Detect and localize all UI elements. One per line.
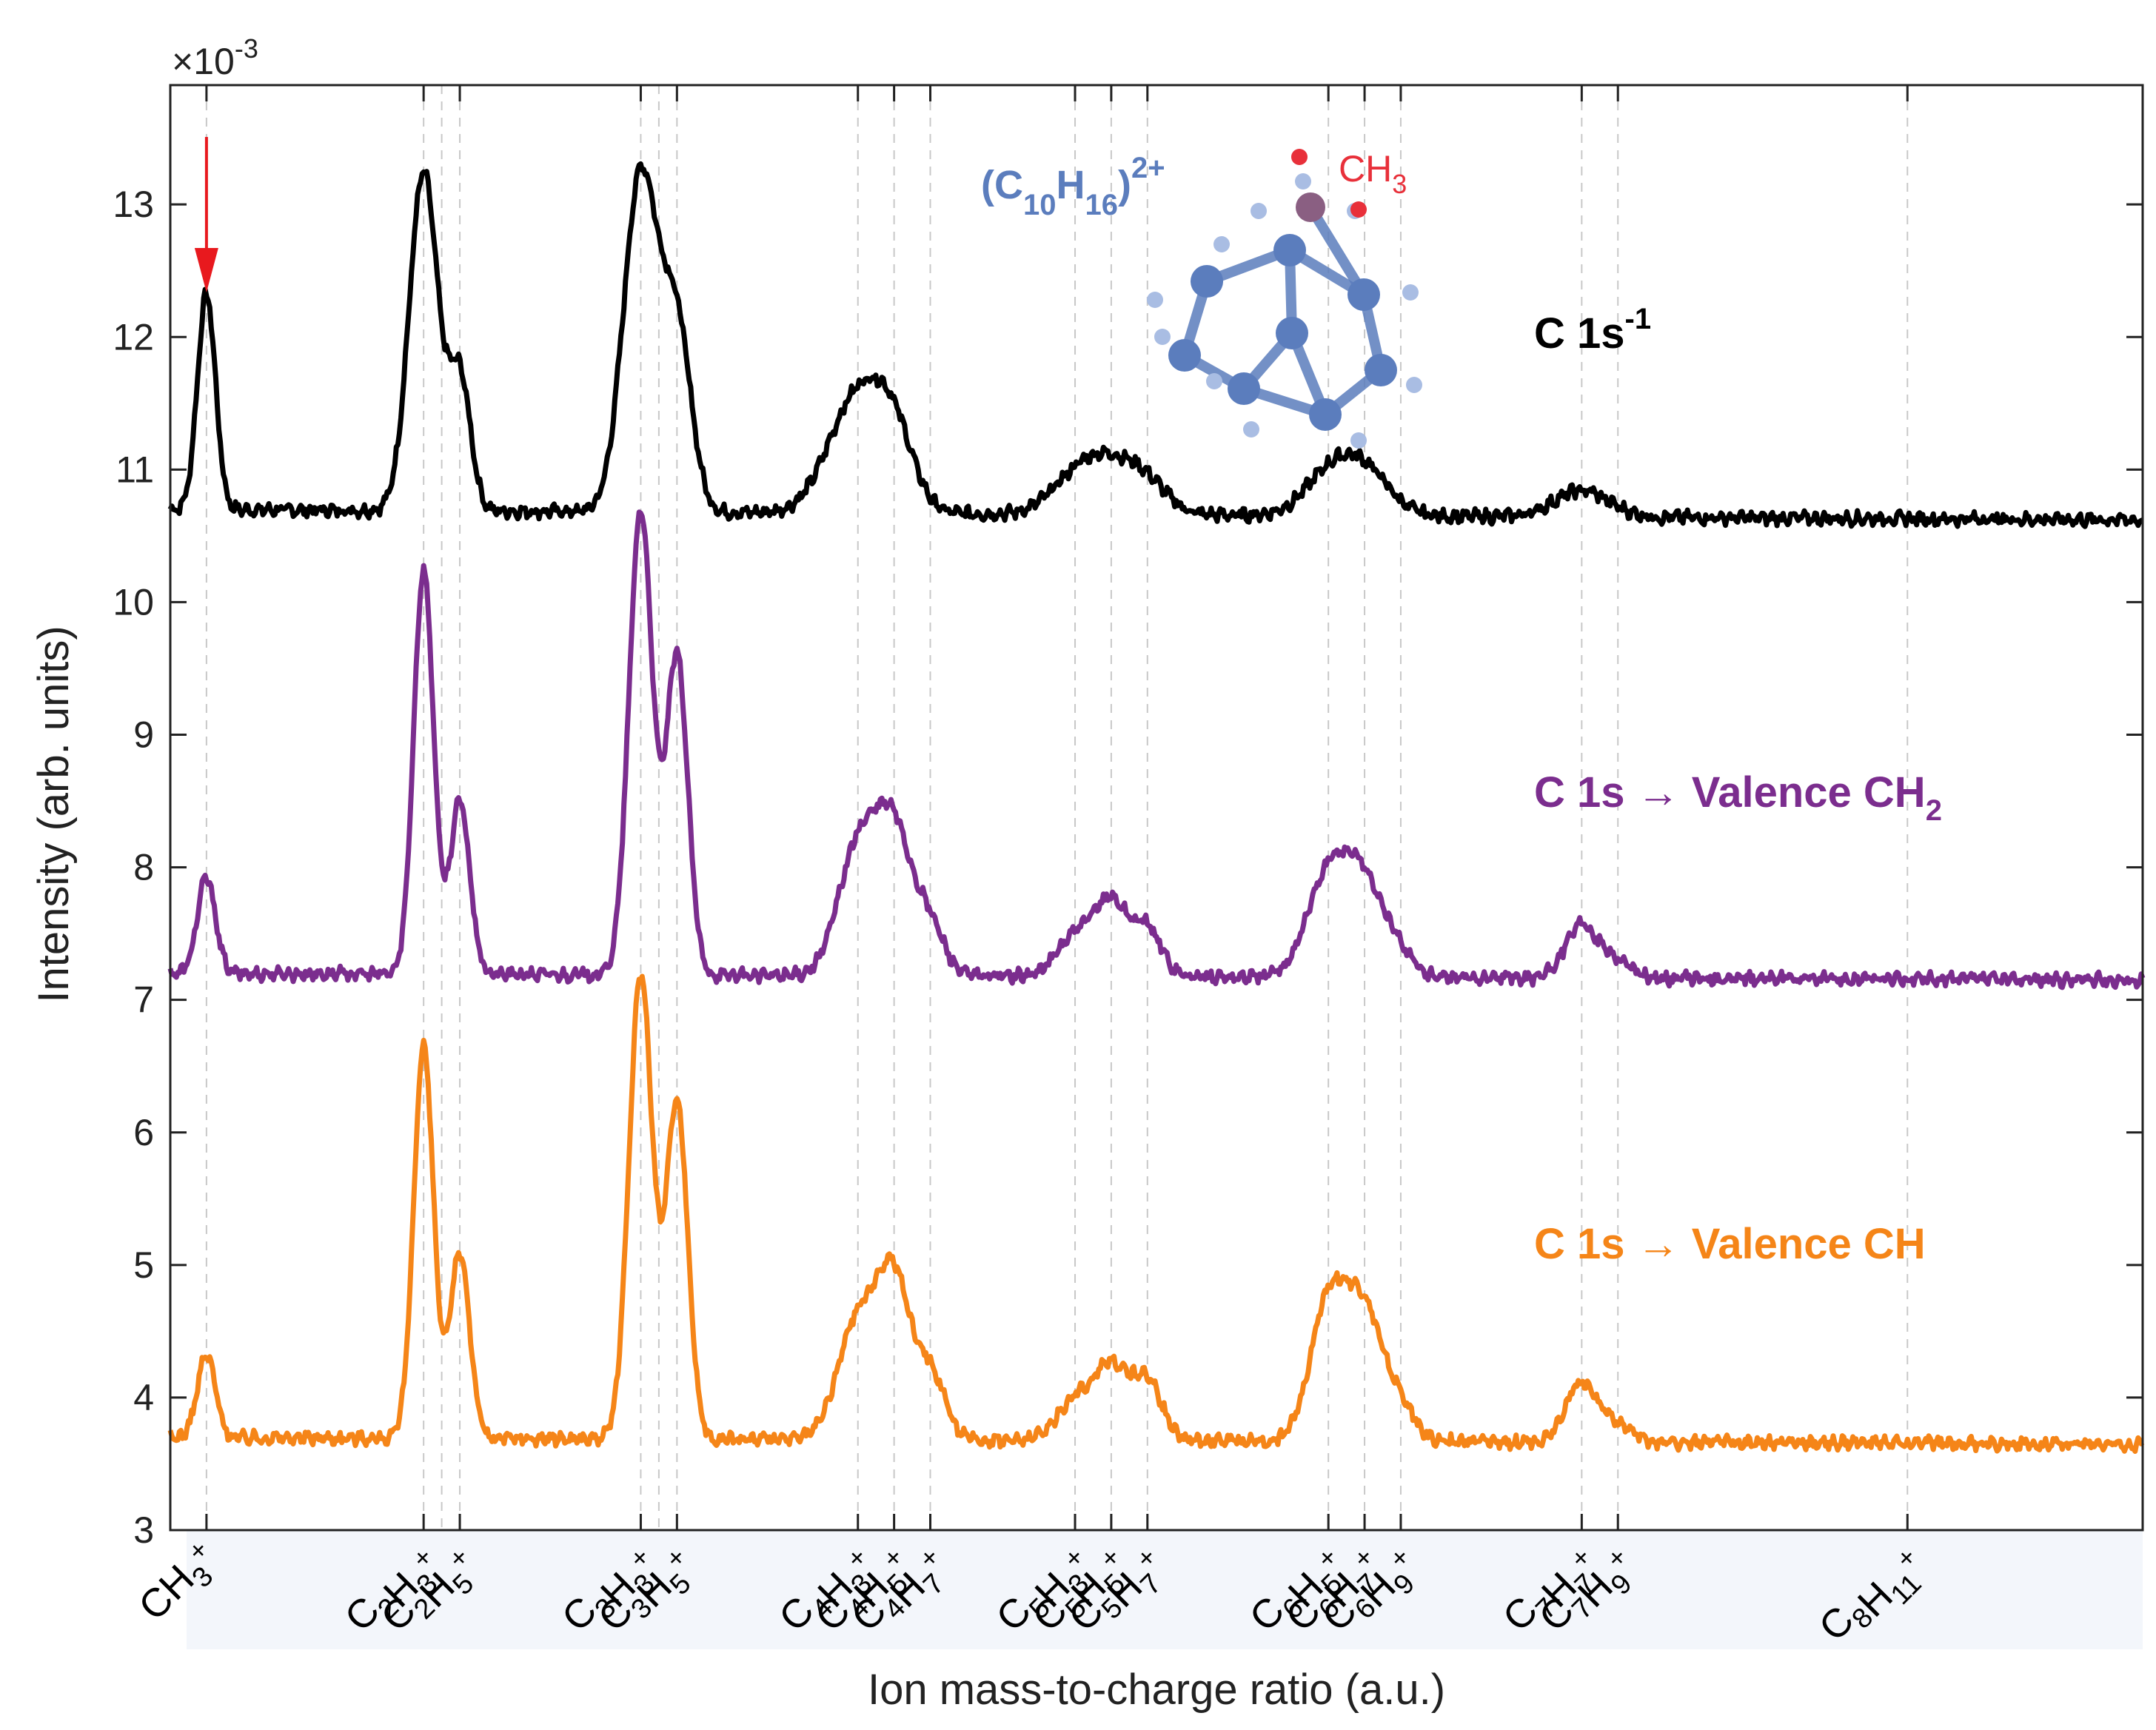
methyl-label: CH3 [1339, 148, 1407, 199]
y-tick-label: 11 [116, 449, 154, 490]
y-axis-title: Intensity (arb. units) [30, 626, 78, 1002]
series-label-ch: C 1s → Valence CH [1534, 1220, 1926, 1268]
ion-label: C6H7+ [1277, 1535, 1396, 1653]
y-tick-label: 4 [133, 1377, 154, 1418]
y-tick-label: 5 [133, 1244, 154, 1286]
series-label-c1s: C 1s-1 [1534, 303, 1651, 358]
y-tick-label: 10 [113, 581, 154, 623]
series-line [167, 973, 2145, 1454]
series-line [167, 509, 2146, 990]
plot-frame [169, 84, 2144, 1532]
y-axis: 3 4 5 6 7 8 9 10 11 12 13 [113, 184, 2143, 1551]
ion-label-band [187, 1531, 2143, 1649]
y-tick-label: 9 [133, 714, 154, 756]
y-tick-label: 13 [113, 184, 154, 225]
y-tick-label: 6 [133, 1112, 154, 1153]
y-exponent-label: ×10-3 [172, 33, 258, 82]
series-line [167, 161, 2144, 529]
y-tick-label: 3 [133, 1509, 154, 1551]
series-label-ch2: C 1s → Valence CH2 [1534, 768, 1942, 827]
molecule-ball-stick-icon [1147, 149, 1422, 449]
x-axis-title: Ion mass-to-charge ratio (a.u.) [868, 1666, 1445, 1714]
x-axis: CH3+C2H3+C2H5+C3H3+C3H5+C4H3+C4H5+C4H7+C… [130, 85, 1928, 1653]
y-tick-label: 12 [113, 316, 154, 358]
red-arrow-icon [194, 137, 218, 292]
y-tick-label: 7 [133, 979, 154, 1021]
molecule-annotation: (C10H16)2+ CH3 [981, 148, 1422, 449]
molecule-formula: (C10H16)2+ [981, 152, 1165, 221]
y-tick-label: 8 [133, 847, 154, 888]
series-lines [167, 161, 2146, 1454]
